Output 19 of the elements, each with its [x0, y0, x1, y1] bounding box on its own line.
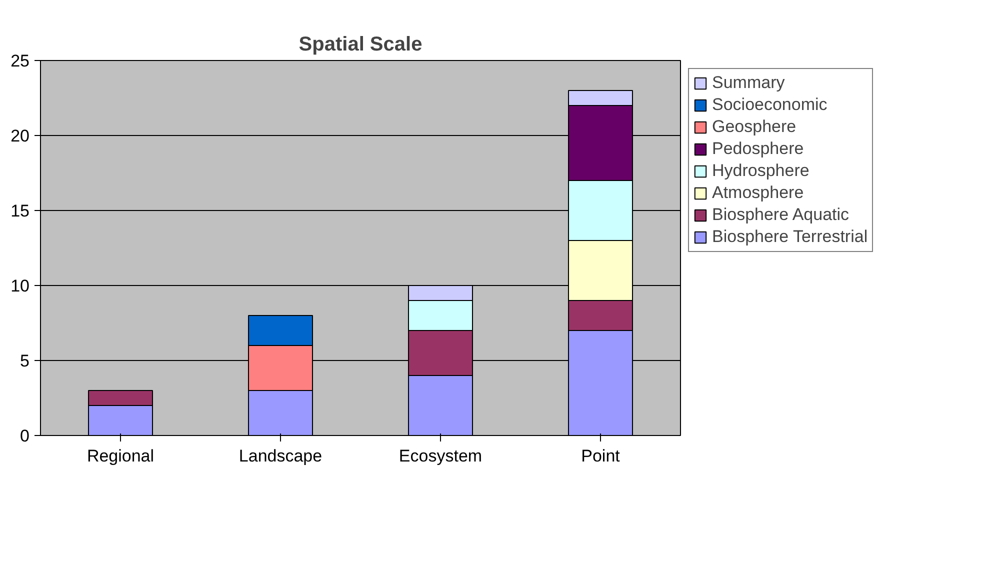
legend-label: Biosphere Terrestrial	[712, 227, 868, 247]
legend-label: Summary	[712, 73, 785, 93]
legend-label: Biosphere Aquatic	[712, 205, 850, 225]
y-tick-label: 10	[10, 276, 30, 296]
y-tick-label: 0	[20, 426, 30, 446]
chart-title: Spatial Scale	[298, 34, 422, 56]
x-tick-label: Landscape	[238, 446, 322, 466]
x-tick-label: Regional	[86, 446, 154, 466]
y-tick-label: 25	[10, 52, 30, 70]
legend-label: Socioeconomic	[712, 95, 828, 115]
legend-label: Geosphere	[712, 117, 796, 137]
y-tick-label: 15	[10, 202, 30, 220]
x-tick-label: Ecosystem	[398, 446, 482, 466]
x-tick-label: Point	[581, 446, 620, 466]
legend-label: Hydrosphere	[712, 161, 810, 181]
y-tick-label: 20	[10, 126, 30, 146]
y-tick-label: 5	[20, 352, 30, 370]
legend-label: Pedosphere	[712, 139, 804, 159]
legend-label: Atmosphere	[712, 183, 804, 203]
